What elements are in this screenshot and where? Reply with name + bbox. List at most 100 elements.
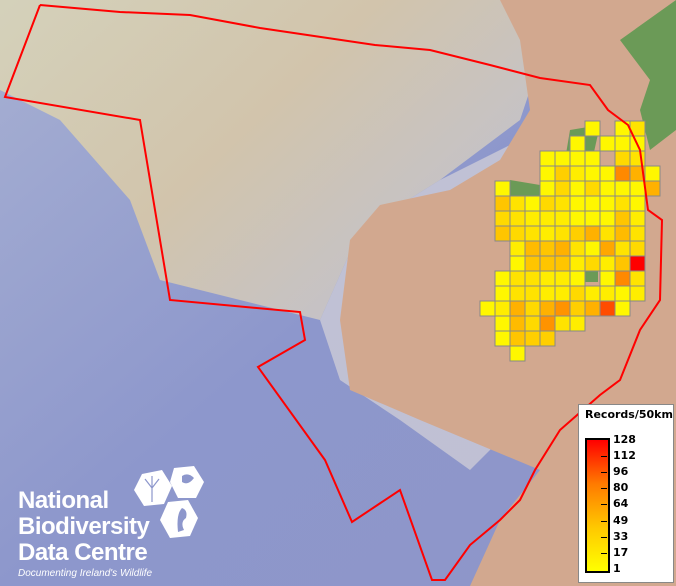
grid-cell[interactable] <box>584 165 601 182</box>
grid-cell[interactable] <box>554 165 571 182</box>
grid-cell[interactable] <box>539 225 556 242</box>
grid-cell[interactable] <box>584 195 601 212</box>
grid-cell[interactable] <box>539 255 556 272</box>
grid-cell[interactable] <box>554 195 571 212</box>
grid-cell[interactable] <box>599 285 616 302</box>
grid-cell[interactable] <box>614 270 631 287</box>
grid-cell[interactable] <box>494 195 511 212</box>
grid-cell[interactable] <box>524 225 541 242</box>
grid-cell[interactable] <box>494 300 511 317</box>
grid-cell[interactable] <box>494 285 511 302</box>
grid-cell[interactable] <box>569 315 586 332</box>
grid-cell[interactable] <box>554 225 571 242</box>
grid-cell[interactable] <box>539 285 556 302</box>
grid-cell[interactable] <box>494 270 511 287</box>
grid-cell[interactable] <box>554 285 571 302</box>
grid-cell[interactable] <box>509 300 526 317</box>
grid-cell[interactable] <box>599 225 616 242</box>
grid-cell[interactable] <box>614 165 631 182</box>
grid-cell[interactable] <box>539 240 556 257</box>
grid-cell[interactable] <box>569 225 586 242</box>
grid-cell[interactable] <box>584 210 601 227</box>
grid-cell[interactable] <box>614 255 631 272</box>
grid-cell[interactable] <box>599 180 616 197</box>
grid-cell[interactable] <box>554 270 571 287</box>
grid-cell[interactable] <box>584 150 601 167</box>
grid-cell[interactable] <box>569 135 586 152</box>
grid-cell[interactable] <box>539 210 556 227</box>
grid-cell[interactable] <box>554 315 571 332</box>
grid-cell[interactable] <box>539 330 556 347</box>
grid-cell[interactable] <box>569 195 586 212</box>
grid-cell[interactable] <box>644 165 661 182</box>
grid-cell[interactable] <box>584 120 601 137</box>
grid-cell[interactable] <box>509 285 526 302</box>
grid-cell[interactable] <box>524 330 541 347</box>
grid-cell[interactable] <box>569 255 586 272</box>
grid-cell[interactable] <box>599 300 616 317</box>
grid-cell[interactable] <box>629 285 646 302</box>
grid-cell[interactable] <box>539 150 556 167</box>
grid-cell[interactable] <box>539 270 556 287</box>
grid-cell[interactable] <box>599 195 616 212</box>
grid-cell[interactable] <box>599 165 616 182</box>
grid-cell[interactable] <box>599 240 616 257</box>
grid-cell[interactable] <box>599 135 616 152</box>
grid-cell[interactable] <box>614 180 631 197</box>
grid-cell[interactable] <box>524 270 541 287</box>
grid-cell[interactable] <box>614 285 631 302</box>
grid-cell[interactable] <box>554 255 571 272</box>
grid-cell[interactable] <box>539 180 556 197</box>
grid-cell[interactable] <box>614 300 631 317</box>
grid-cell[interactable] <box>554 180 571 197</box>
grid-cell[interactable] <box>569 270 586 287</box>
grid-cell[interactable] <box>509 210 526 227</box>
grid-cell[interactable] <box>569 285 586 302</box>
grid-cell[interactable] <box>524 210 541 227</box>
grid-cell[interactable] <box>584 285 601 302</box>
grid-cell[interactable] <box>509 330 526 347</box>
grid-cell[interactable] <box>554 150 571 167</box>
grid-cell[interactable] <box>524 195 541 212</box>
grid-cell[interactable] <box>524 240 541 257</box>
grid-cell[interactable] <box>569 180 586 197</box>
grid-cell[interactable] <box>554 240 571 257</box>
grid-cell[interactable] <box>509 255 526 272</box>
grid-cell[interactable] <box>494 330 511 347</box>
grid-cell[interactable] <box>509 240 526 257</box>
grid-cell[interactable] <box>569 210 586 227</box>
grid-cell[interactable] <box>494 225 511 242</box>
grid-cell[interactable] <box>539 315 556 332</box>
grid-cell[interactable] <box>524 285 541 302</box>
grid-cell[interactable] <box>629 270 646 287</box>
grid-cell[interactable] <box>539 195 556 212</box>
grid-cell[interactable] <box>539 165 556 182</box>
grid-cell[interactable] <box>584 180 601 197</box>
grid-cell[interactable] <box>584 225 601 242</box>
grid-cell[interactable] <box>614 120 631 137</box>
grid-cell[interactable] <box>599 210 616 227</box>
grid-cell[interactable] <box>629 225 646 242</box>
grid-cell[interactable] <box>569 150 586 167</box>
grid-cell[interactable] <box>569 165 586 182</box>
grid-cell[interactable] <box>569 300 586 317</box>
grid-cell[interactable] <box>629 195 646 212</box>
grid-cell[interactable] <box>524 300 541 317</box>
grid-cell[interactable] <box>614 210 631 227</box>
grid-cell[interactable] <box>554 300 571 317</box>
grid-cell[interactable] <box>614 240 631 257</box>
grid-cell[interactable] <box>599 270 616 287</box>
grid-cell[interactable] <box>524 255 541 272</box>
grid-cell[interactable] <box>584 240 601 257</box>
grid-cell[interactable] <box>614 195 631 212</box>
grid-cell[interactable] <box>629 240 646 257</box>
grid-cell[interactable] <box>584 300 601 317</box>
grid-cell[interactable] <box>494 210 511 227</box>
grid-cell[interactable] <box>599 255 616 272</box>
grid-cell[interactable] <box>614 135 631 152</box>
grid-cell[interactable] <box>614 150 631 167</box>
grid-cell[interactable] <box>509 195 526 212</box>
grid-cell[interactable] <box>644 180 661 197</box>
grid-cell[interactable] <box>629 255 646 272</box>
